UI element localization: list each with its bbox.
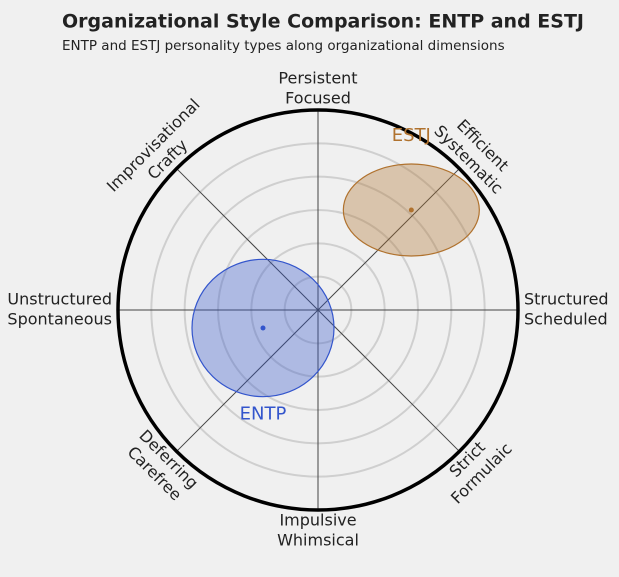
- center-dot: [408, 207, 414, 213]
- axis-line: [317, 309, 460, 452]
- axis-label: Persistent: [278, 69, 357, 88]
- axis-line: [317, 168, 460, 311]
- axis-label: Whimsical: [277, 531, 359, 550]
- chart-title: Organizational Style Comparison: ENTP an…: [62, 11, 584, 33]
- axis-label: Impulsive: [279, 511, 356, 530]
- axis-label: Focused: [285, 89, 351, 108]
- axis-label: Spontaneous: [7, 310, 112, 329]
- series-label: ENTP: [240, 404, 287, 425]
- outer-ring: [116, 108, 520, 512]
- axis-label: Unstructured: [7, 290, 112, 309]
- axis-label: Scheduled: [524, 310, 608, 329]
- axis-line: [176, 168, 319, 311]
- chart-subtitle: ENTP and ESTJ personality types along or…: [62, 38, 505, 54]
- axis-label: Structured: [524, 290, 609, 309]
- axis-line: [176, 309, 319, 452]
- series-label: ESTJ: [392, 125, 431, 146]
- center-dot: [260, 325, 266, 331]
